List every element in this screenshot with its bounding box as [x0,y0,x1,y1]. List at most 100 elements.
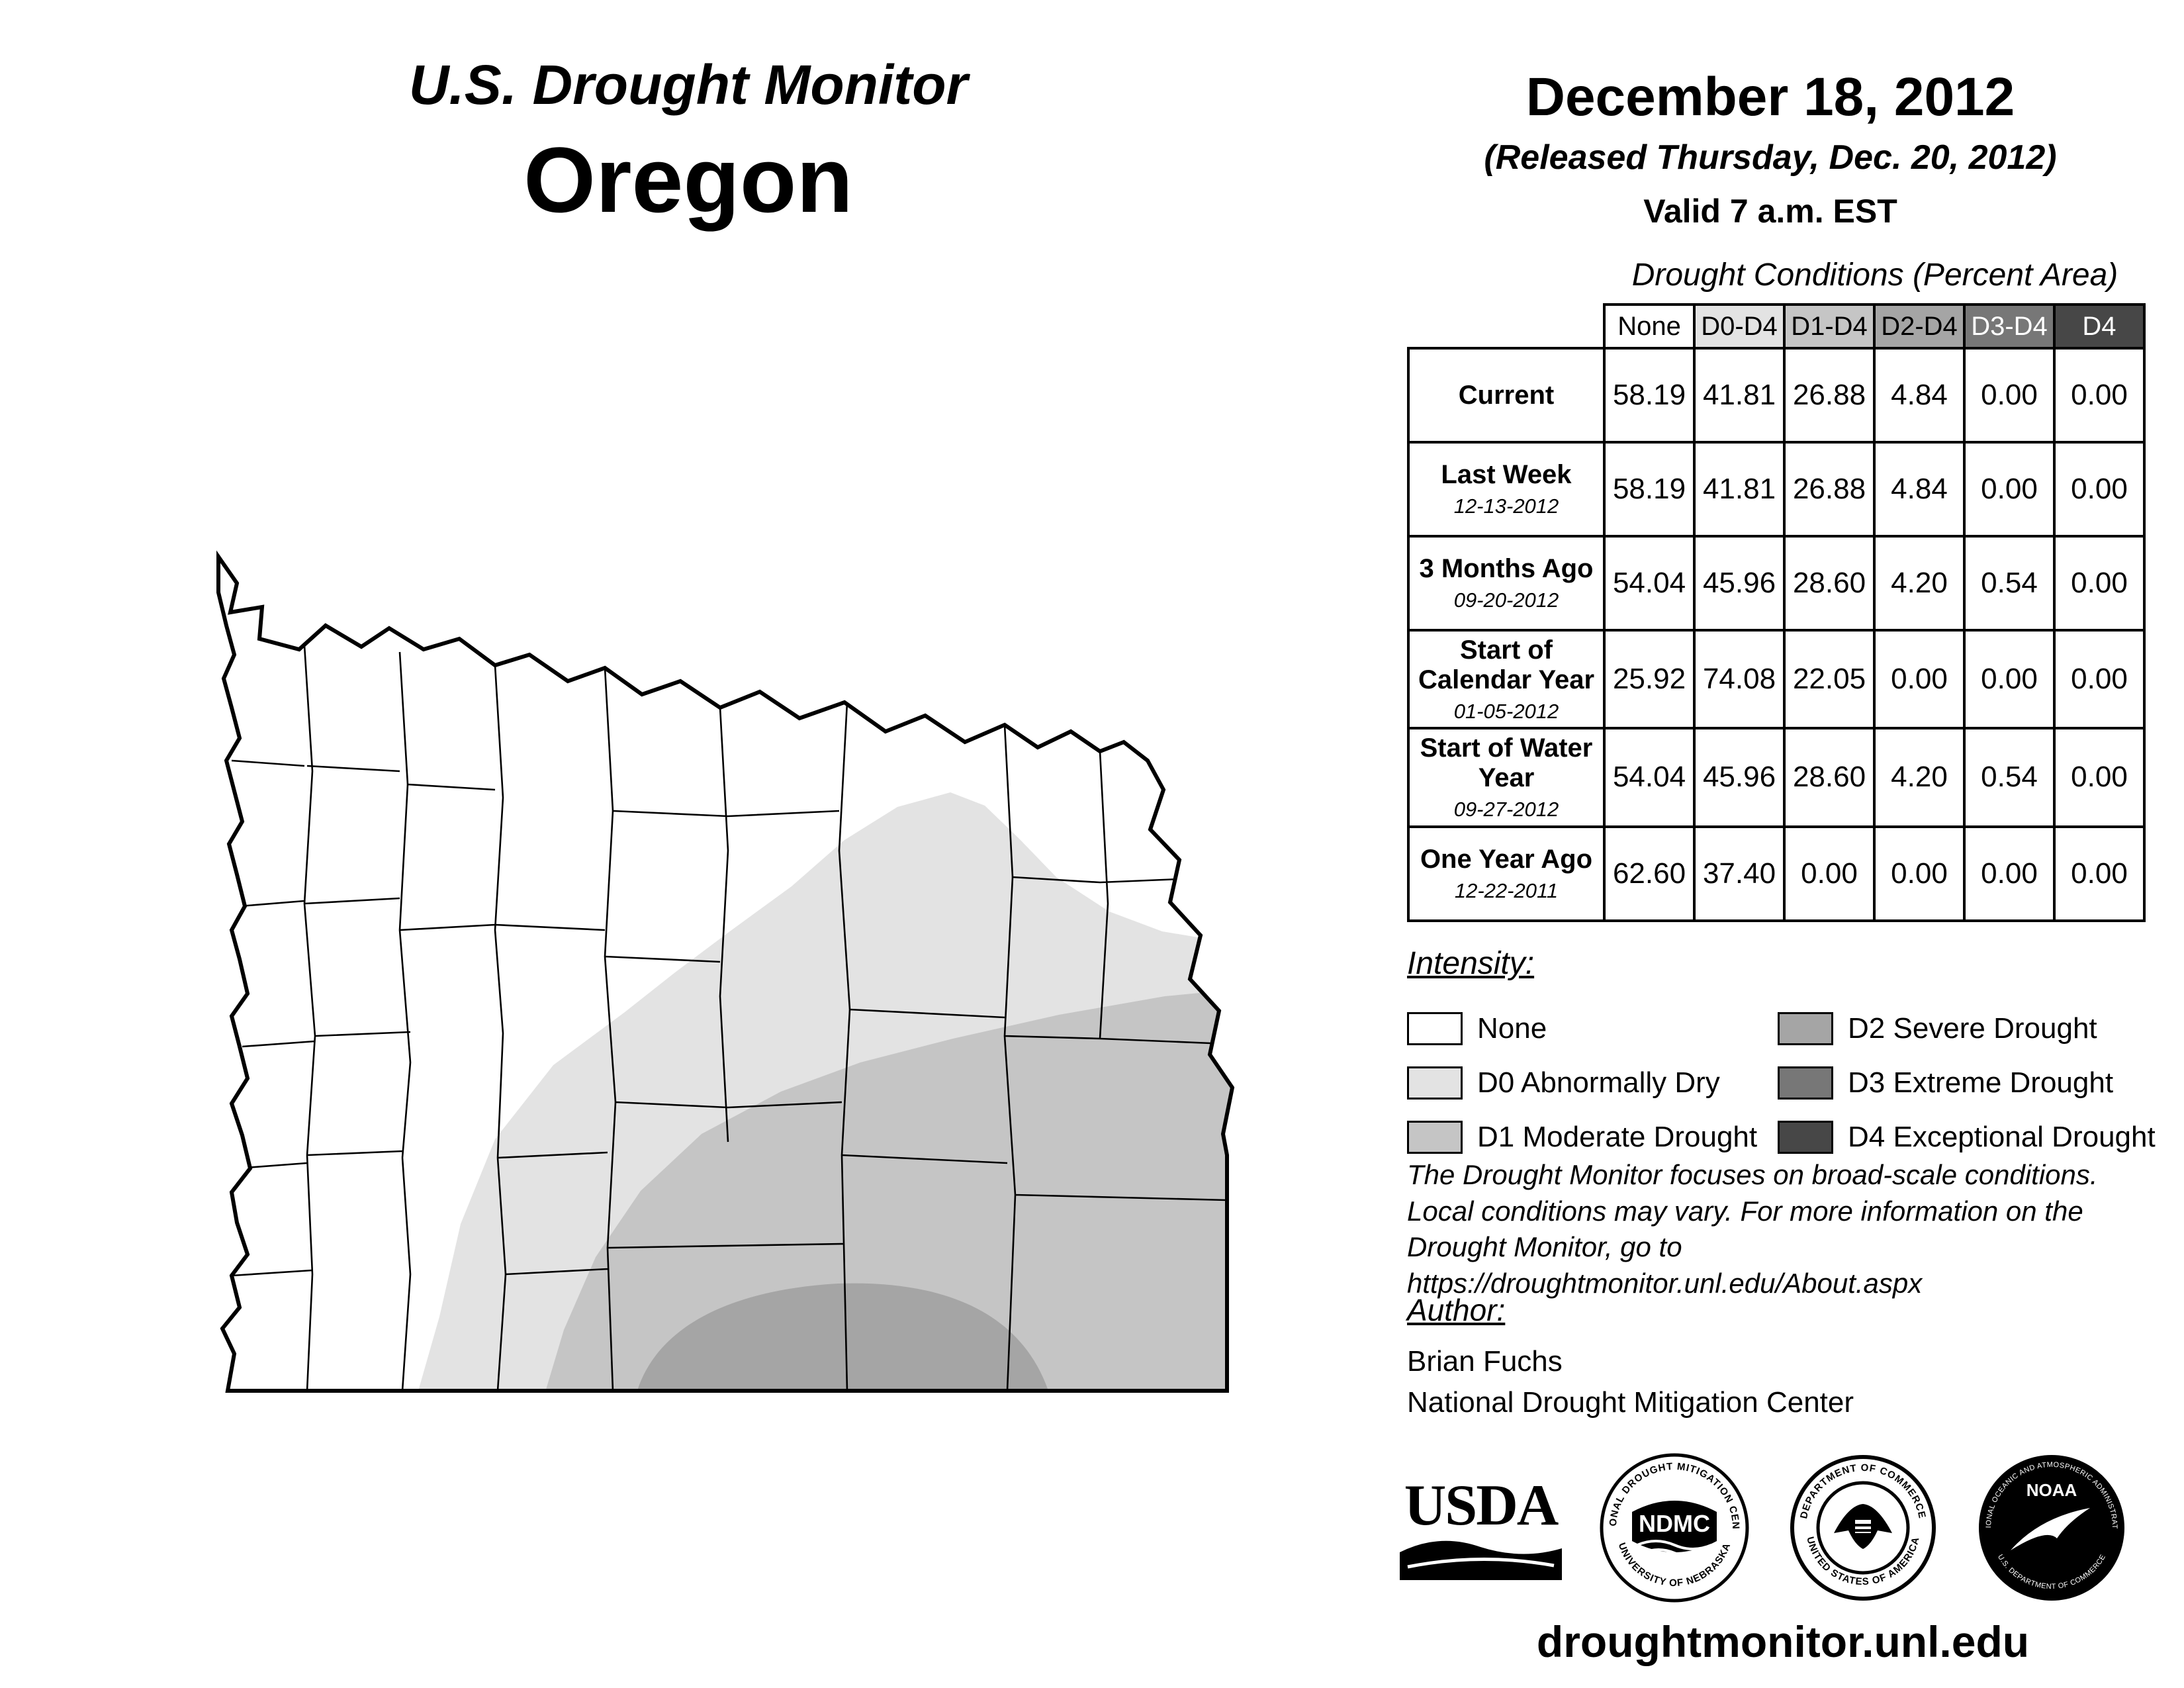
title-block: U.S. Drought Monitor Oregon [291,53,1085,234]
row-date: 09-20-2012 [1453,588,1559,612]
table-cell: 0.00 [2053,441,2146,538]
table-cell: 0.00 [1873,628,1966,730]
table-row: Start of Calendar Year 01-05-2012 25.92 7… [1407,628,2146,730]
intensity-heading: Intensity: [1407,946,1535,981]
column-header: D3-D4 [1963,303,2056,350]
table-cell: 0.00 [2053,628,2146,730]
released-date: (Released Thursday, Dec. 20, 2012) [1484,138,2057,177]
row-label: Last Week 12-13-2012 [1407,441,1606,538]
table-row: Last Week 12-13-2012 58.19 41.81 26.88 4.… [1407,441,2146,538]
report-date: December 18, 2012 [1525,67,2015,127]
agency-logos: USDA NATIONAL DROUGHT MITIGATION CENTER … [1400,1450,2154,1605]
column-header: D2-D4 [1873,303,1966,350]
table-cell: 4.84 [1873,441,1966,538]
row-label: One Year Ago 12-22-2011 [1407,825,1606,922]
column-header: D0-D4 [1693,303,1786,350]
map-region-d1 [540,983,1232,1391]
row-date: 12-13-2012 [1453,494,1559,518]
table-cell: 41.81 [1693,441,1786,538]
d1-swatch [1407,1121,1463,1154]
table-cell: 28.60 [1783,727,1876,828]
noaa-seal-icon: NATIONAL OCEANIC AND ATMOSPHERIC ADMINIS… [1979,1454,2124,1601]
table-cell: 0.00 [2053,535,2146,632]
table-cell: 54.04 [1603,535,1696,632]
noaa-wordmark: NOAA [2026,1480,2077,1500]
table-cell: 0.00 [1783,825,1876,922]
author-name: Brian Fuchs [1407,1345,1563,1378]
author-heading: Author: [1407,1293,1506,1327]
seagull-emblem [2011,1507,2090,1550]
legend-item-d4: D4 Exceptional Drought [1778,1110,2175,1164]
table-row: Current 58.19 41.81 26.88 4.84 0.00 0.00 [1407,347,2146,444]
row-label: Start of Calendar Year 01-05-2012 [1407,628,1606,730]
table-cell: 62.60 [1603,825,1696,922]
column-header: None [1603,303,1696,350]
table-header-row: None D0-D4 D1-D4 D2-D4 D3-D4 D4 [1408,303,2146,350]
legend-item-d0: D0 Abnormally Dry [1407,1056,1778,1110]
table-row: One Year Ago 12-22-2011 62.60 37.40 0.00 … [1407,825,2146,922]
table-cell: 54.04 [1603,727,1696,828]
table-cell: 0.00 [1873,825,1966,922]
county-boundaries [231,645,1228,1391]
row-date: 01-05-2012 [1453,699,1559,723]
table-cell: 0.00 [1963,825,2056,922]
table-cell: 58.19 [1603,347,1696,444]
table-cell: 4.20 [1873,727,1966,828]
state-outline [216,550,1235,1393]
disclaimer-line: The Drought Monitor focuses on broad-sca… [1407,1159,2098,1190]
ndmc-seal-icon: NATIONAL DROUGHT MITIGATION CENTER UNIVE… [1600,1453,1749,1602]
table-cell: 4.84 [1873,347,1966,444]
date-block: December 18, 2012 (Released Thursday, De… [1390,66,2151,230]
table-cell: 0.00 [1963,628,2056,730]
usda-wordmark: USDA [1404,1473,1559,1538]
disclaimer-line: Drought Monitor, go to https://droughtmo… [1407,1231,1923,1299]
table-row: Start of Water Year 09-27-2012 54.04 45.9… [1407,727,2146,828]
column-header: D4 [2053,303,2146,350]
row-label: Start of Water Year 09-27-2012 [1407,727,1606,828]
intensity-legend: Intensity: None D0 Abnormally Dry D1 Mod… [1407,945,2175,1164]
table-row: 3 Months Ago 09-20-2012 54.04 45.96 28.60… [1407,535,2146,632]
table-title: Drought Conditions (Percent Area) [1631,258,2118,293]
ndmc-wordmark: NDMC [1639,1510,1710,1537]
disclaimer-line: Local conditions may vary. For more info… [1407,1195,2083,1227]
table-cell: 0.00 [2053,727,2146,828]
table-cell: 74.08 [1693,628,1786,730]
table-cell: 4.20 [1873,535,1966,632]
legend-label: D1 Moderate Drought [1477,1121,1758,1153]
oregon-drought-map [106,533,1277,1407]
report-title: U.S. Drought Monitor [408,54,968,116]
table-cell: 0.00 [1963,441,2056,538]
table-cell: 0.00 [2053,825,2146,922]
disclaimer-text: The Drought Monitor focuses on broad-sca… [1407,1157,2184,1301]
row-label: 3 Months Ago 09-20-2012 [1407,535,1606,632]
oregon-map-svg [216,550,1235,1393]
table-cell: 45.96 [1693,727,1786,828]
table-cell: 0.00 [1963,347,2056,444]
table-cell: 0.00 [2053,347,2146,444]
table-cell: 25.92 [1603,628,1696,730]
table-cell: 28.60 [1783,535,1876,632]
footer-url: droughtmonitor.unl.edu [1536,1617,2030,1666]
column-header: D1-D4 [1783,303,1876,350]
d2-swatch [1778,1012,1833,1045]
d3-swatch [1778,1066,1833,1100]
table-cell: 37.40 [1693,825,1786,922]
drought-conditions-table: None D0-D4 D1-D4 D2-D4 D3-D4 D4 Current … [1407,303,2146,922]
table-cell: 45.96 [1693,535,1786,632]
legend-item-d3: D3 Extreme Drought [1778,1056,2175,1110]
author-block: Author: Brian Fuchs National Drought Mit… [1407,1292,2135,1423]
legend-item-d2: D2 Severe Drought [1778,1002,2175,1056]
usda-swoosh-icon [1400,1540,1562,1580]
row-date: 09-27-2012 [1453,797,1559,821]
author-org: National Drought Mitigation Center [1407,1385,1854,1419]
map-region-d2 [633,1283,1054,1391]
valid-time: Valid 7 a.m. EST [1643,193,1897,230]
row-label: Current [1407,347,1606,444]
legend-label: D3 Extreme Drought [1848,1066,2114,1099]
table-cell: 26.88 [1783,347,1876,444]
table-cell: 58.19 [1603,441,1696,538]
legend-item-none: None [1407,1002,1778,1056]
table-cell: 0.54 [1963,535,2056,632]
table-cell: 22.05 [1783,628,1876,730]
